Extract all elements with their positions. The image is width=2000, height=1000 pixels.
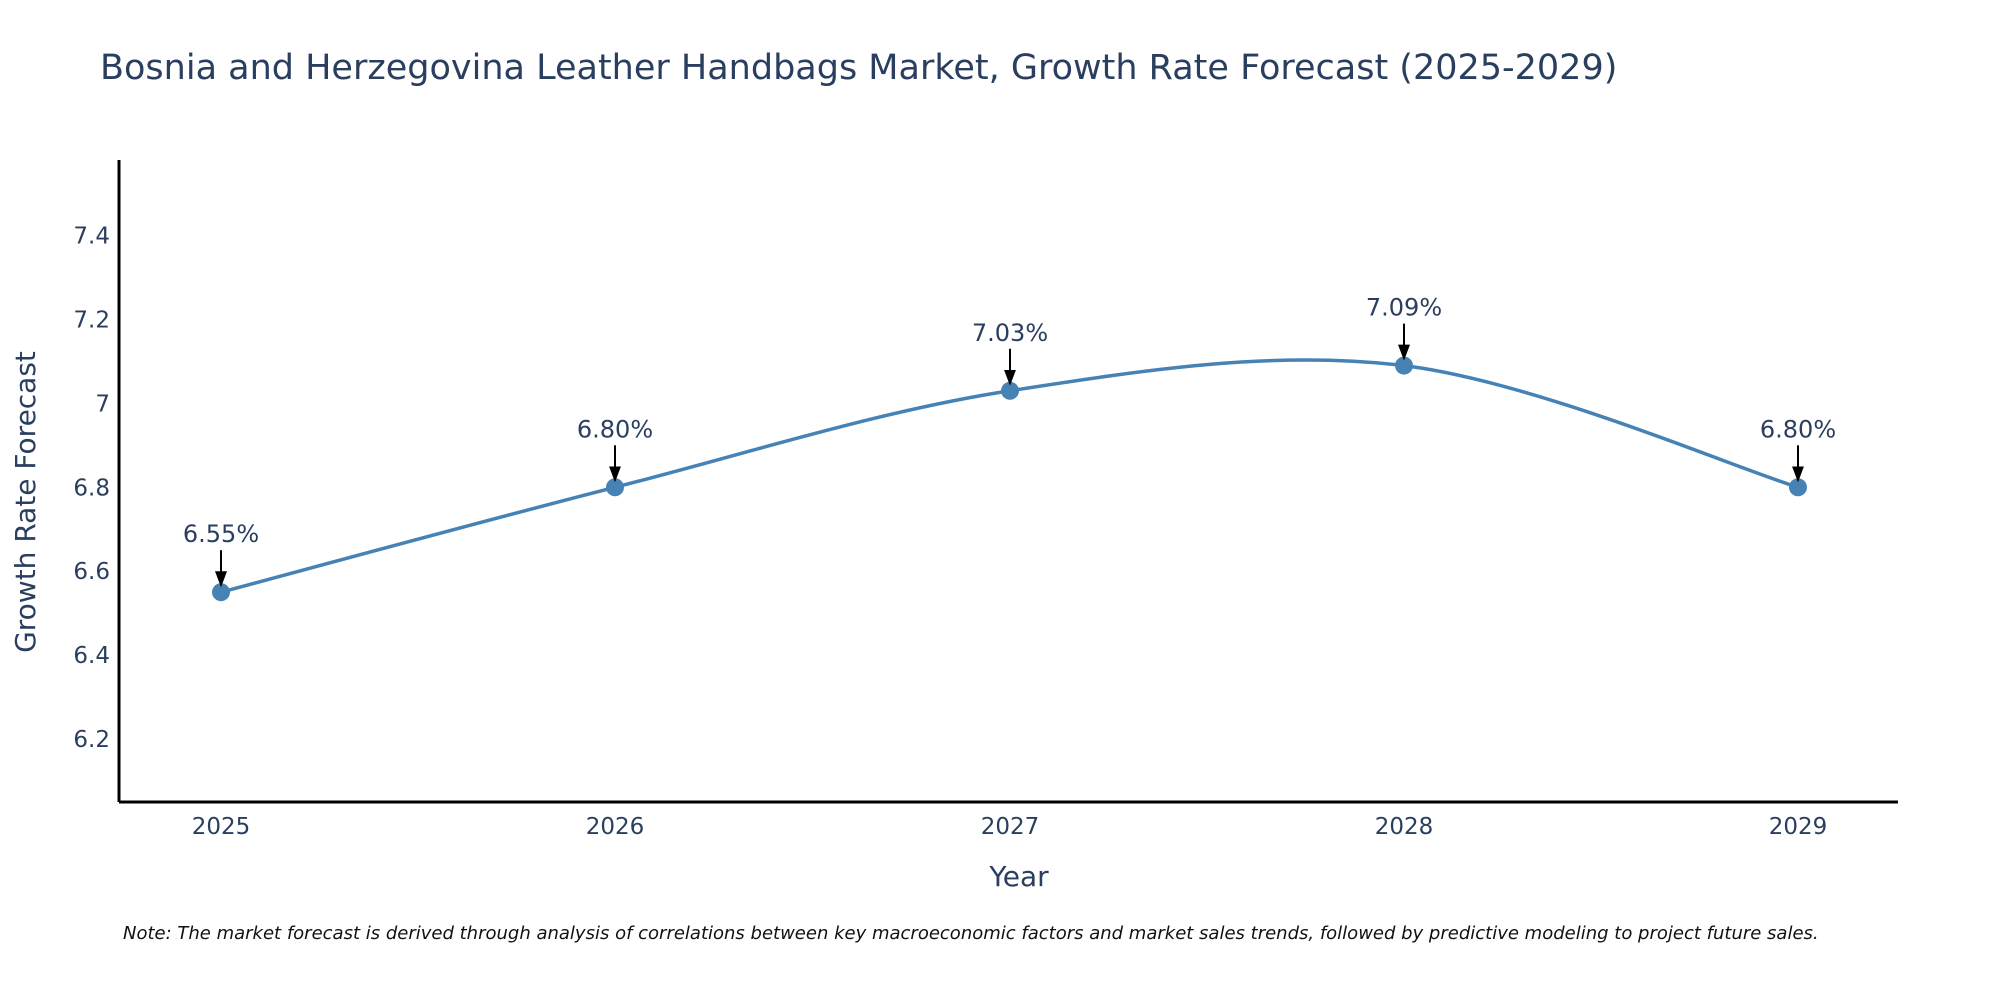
y-tick-label: 6.6	[73, 559, 110, 585]
y-axis-ticks: 6.2 6.4 6.6 6.8 7 7.2 7.4	[73, 224, 110, 754]
y-tick-label: 7.4	[73, 224, 110, 250]
x-tick-label: 2026	[586, 814, 645, 840]
y-tick-label: 6.4	[73, 643, 110, 669]
x-tick-label: 2025	[192, 814, 251, 840]
data-label: 6.80%	[1760, 415, 1836, 443]
data-points	[212, 356, 1807, 602]
y-tick-label: 7	[95, 391, 110, 417]
data-point-marker[interactable]	[1789, 478, 1807, 497]
data-label: 6.55%	[183, 520, 259, 548]
x-axis-ticks: 2025 2026 2027 2028 2029	[192, 814, 1828, 840]
data-point-marker[interactable]	[606, 478, 624, 497]
y-tick-label: 7.2	[73, 307, 110, 333]
footnote: Note: The market forecast is derived thr…	[123, 923, 1819, 944]
x-tick-label: 2028	[1375, 814, 1434, 840]
y-axis-title: Growth Rate Forecast	[9, 351, 42, 653]
chart-title: Bosnia and Herzegovina Leather Handbags …	[100, 48, 1617, 88]
y-tick-label: 6.2	[73, 727, 110, 753]
data-point-marker[interactable]	[212, 583, 230, 602]
data-label: 7.09%	[1366, 294, 1442, 322]
data-point-marker[interactable]	[1001, 381, 1019, 400]
x-tick-label: 2027	[981, 814, 1040, 840]
data-annotations: 6.55% 6.80% 7.03% 7.09% 6.80%	[183, 294, 1836, 588]
x-tick-label: 2029	[1769, 814, 1828, 840]
data-label: 6.80%	[577, 415, 653, 443]
data-point-marker[interactable]	[1395, 356, 1413, 375]
x-axis-title: Year	[988, 860, 1049, 893]
y-tick-label: 6.8	[73, 475, 110, 501]
data-label: 7.03%	[972, 319, 1048, 347]
